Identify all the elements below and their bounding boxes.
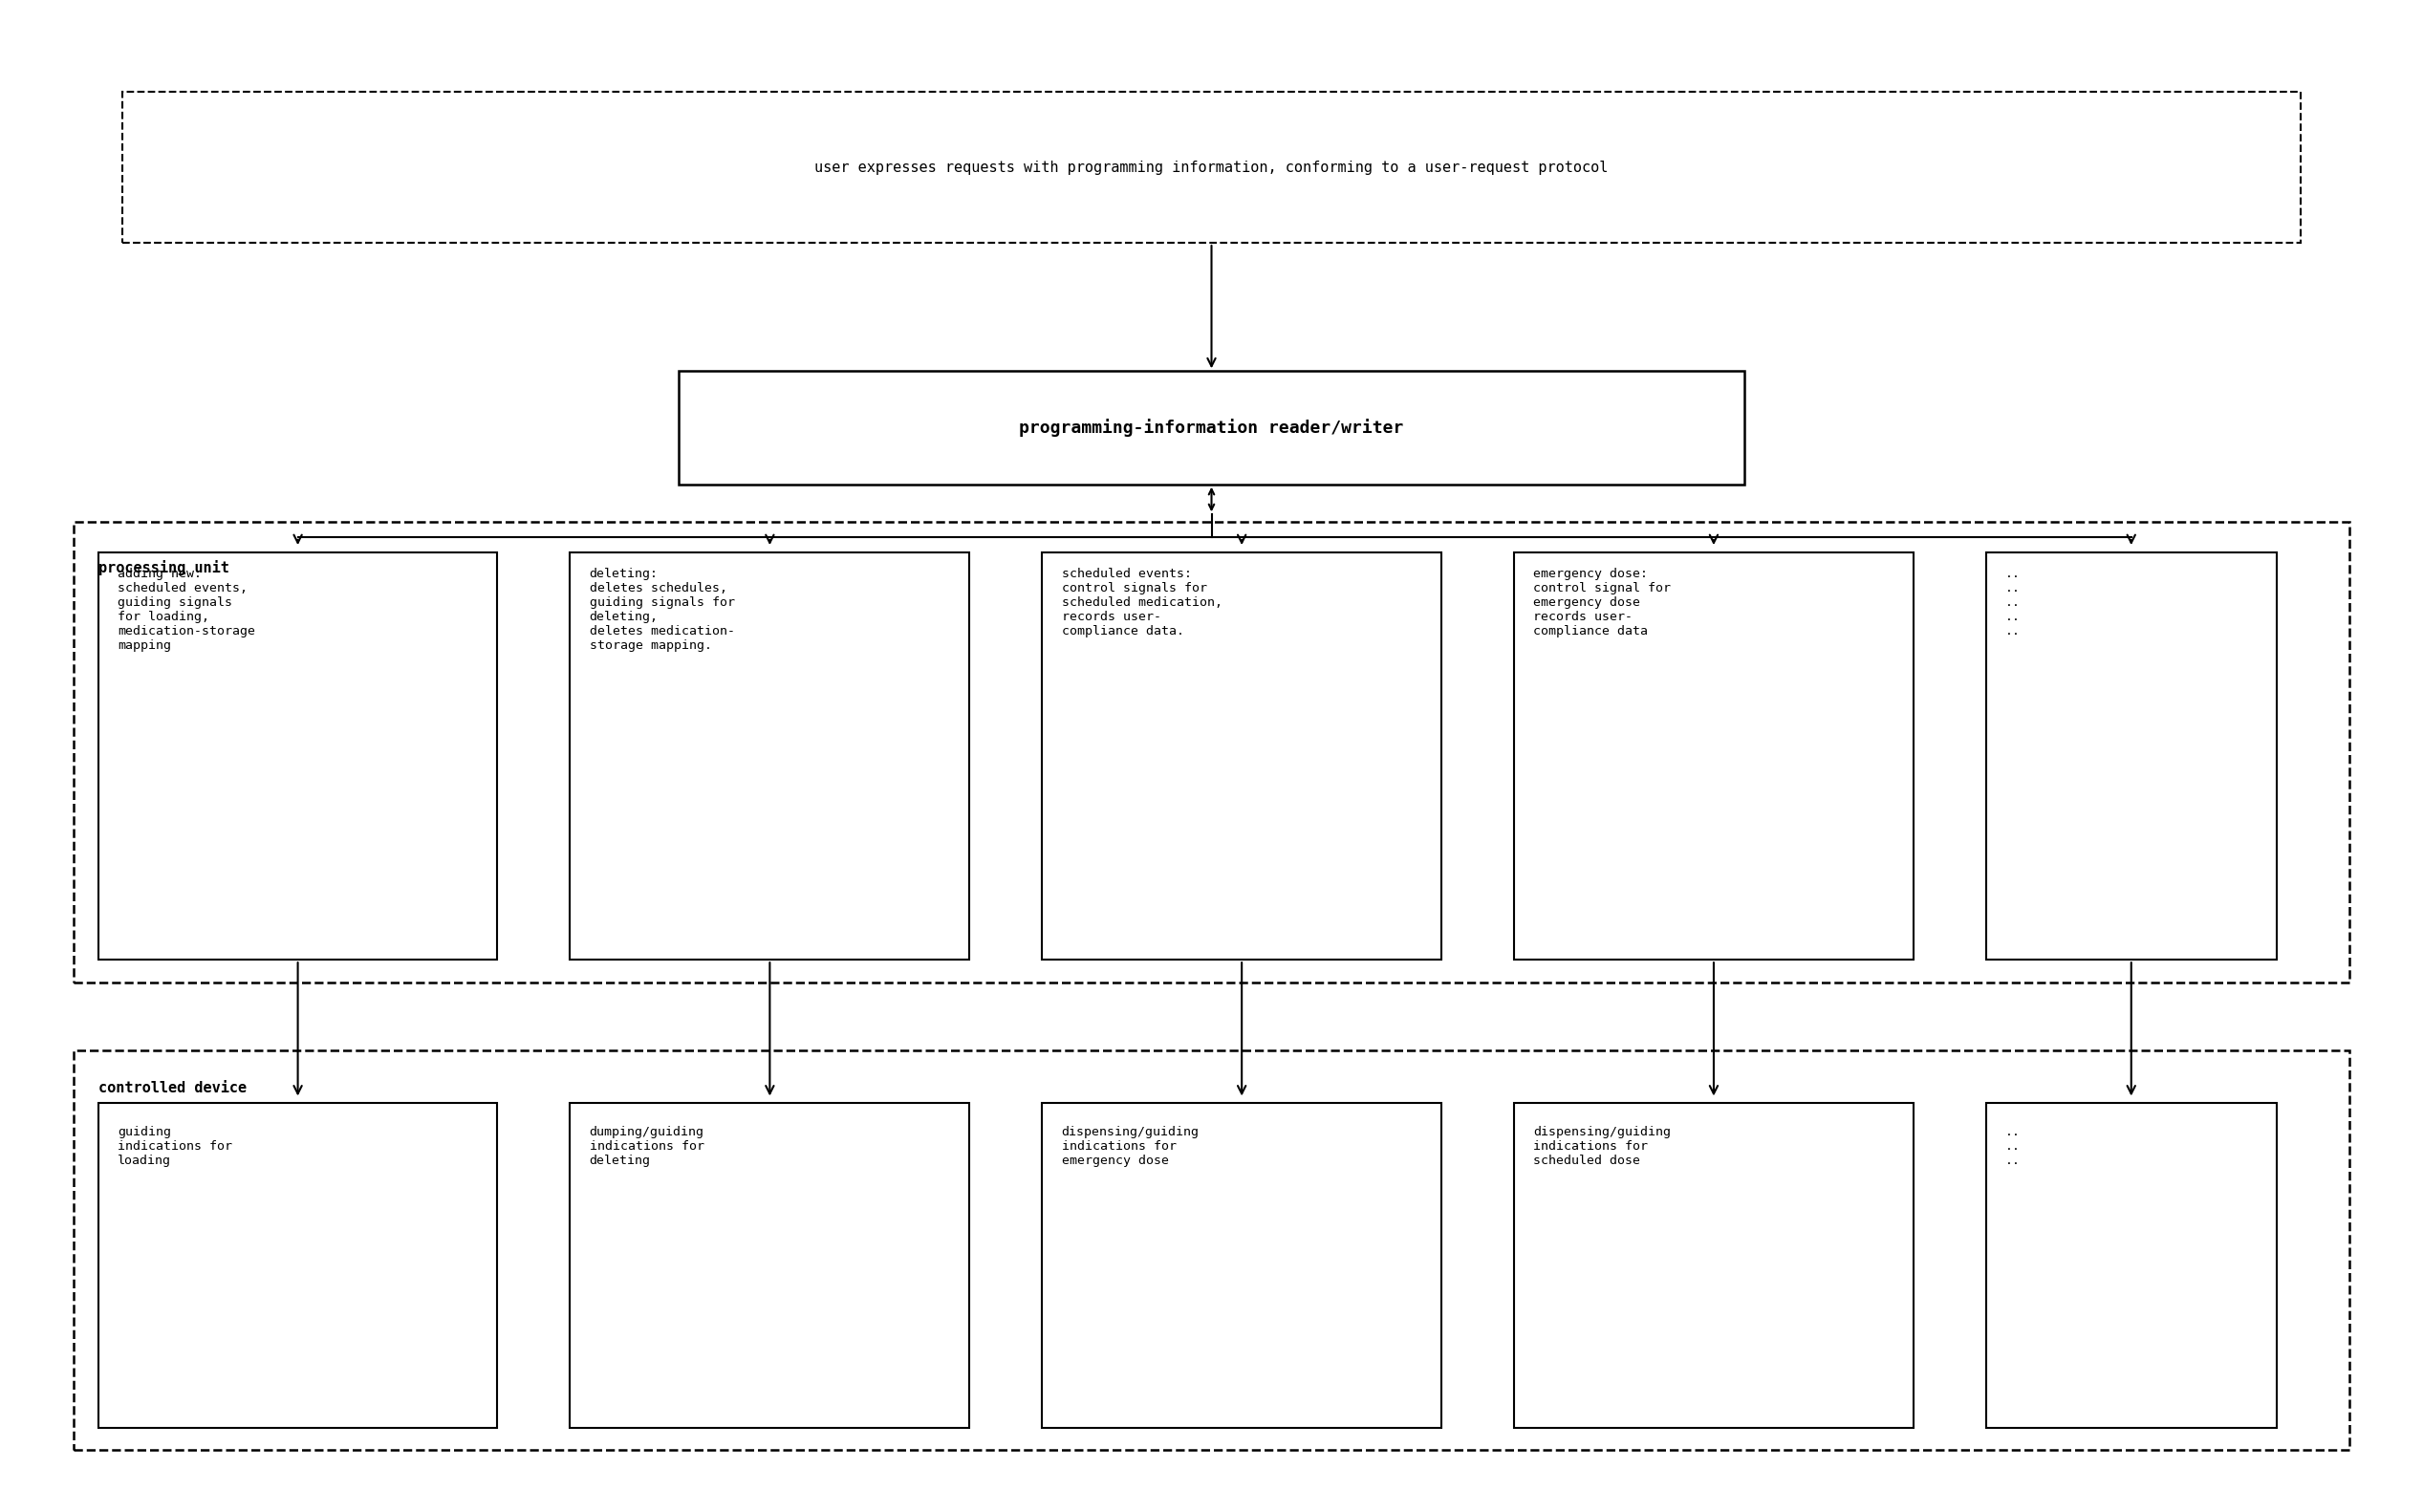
Text: ..
..
..: .. .. .. [2006,1126,2021,1167]
FancyBboxPatch shape [75,522,2348,983]
Text: scheduled events:
control signals for
scheduled medication,
records user-
compli: scheduled events: control signals for sc… [1061,567,1221,637]
FancyBboxPatch shape [75,1051,2348,1450]
FancyBboxPatch shape [1042,552,1442,960]
Text: emergency dose:
control signal for
emergency dose
records user-
compliance data: emergency dose: control signal for emerg… [1534,567,1672,637]
FancyBboxPatch shape [678,370,1745,484]
Text: processing unit: processing unit [99,559,228,575]
Text: controlled device: controlled device [99,1081,247,1095]
Text: ..
..
..
..
..: .. .. .. .. .. [2006,567,2021,637]
FancyBboxPatch shape [99,552,497,960]
FancyBboxPatch shape [1987,1104,2278,1427]
Text: dumping/guiding
indications for
deleting: dumping/guiding indications for deleting [589,1126,705,1167]
Text: dispensing/guiding
indications for
scheduled dose: dispensing/guiding indications for sched… [1534,1126,1672,1167]
FancyBboxPatch shape [121,92,2302,243]
FancyBboxPatch shape [1987,552,2278,960]
Text: programming-information reader/writer: programming-information reader/writer [1020,419,1403,437]
FancyBboxPatch shape [569,552,969,960]
FancyBboxPatch shape [99,1104,497,1427]
FancyBboxPatch shape [1514,552,1914,960]
Text: deleting:
deletes schedules,
guiding signals for
deleting,
deletes medication-
s: deleting: deletes schedules, guiding sig… [589,567,734,652]
Text: dispensing/guiding
indications for
emergency dose: dispensing/guiding indications for emerg… [1061,1126,1199,1167]
FancyBboxPatch shape [569,1104,969,1427]
FancyBboxPatch shape [1042,1104,1442,1427]
FancyBboxPatch shape [1514,1104,1914,1427]
Text: adding new:
scheduled events,
guiding signals
for loading,
medication-storage
ma: adding new: scheduled events, guiding si… [116,567,254,652]
Text: user expresses requests with programming information, conforming to a user-reque: user expresses requests with programming… [814,160,1609,174]
Text: guiding
indications for
loading: guiding indications for loading [116,1126,233,1167]
